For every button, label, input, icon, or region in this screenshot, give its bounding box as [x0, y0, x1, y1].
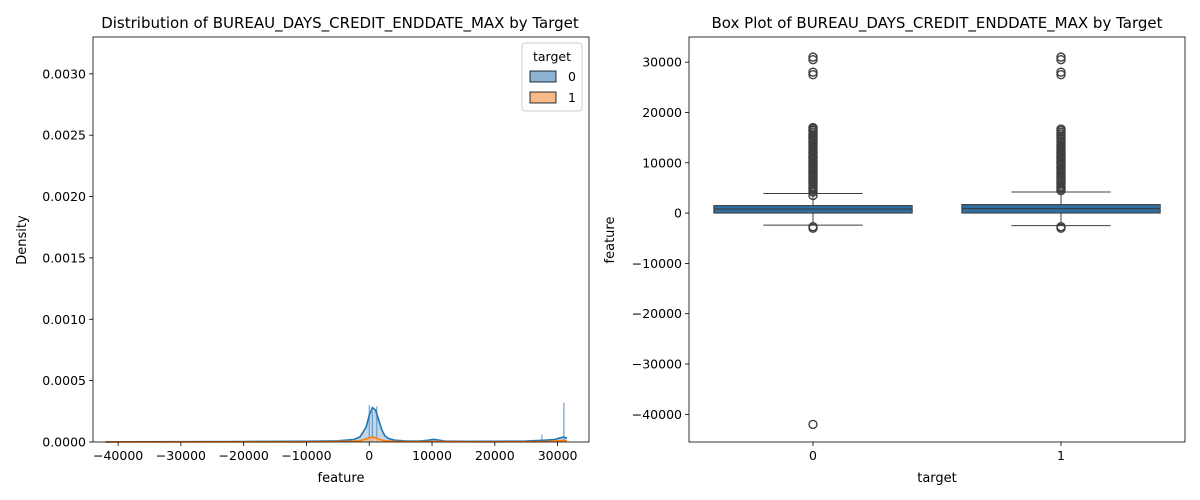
legend-label-1: 1 — [568, 90, 576, 105]
legend-swatch-0 — [529, 70, 557, 83]
density-fill-series-0 — [105, 407, 568, 442]
box-panel: Box Plot of BUREAU_DAYS_CREDIT_ENDDATE_M… — [603, 14, 1186, 486]
density-panel: Distribution of BUREAU_DAYS_CREDIT_ENDDA… — [15, 14, 590, 486]
y-tick-label: −40000 — [632, 407, 682, 422]
x-tick-label: −10000 — [281, 448, 331, 463]
outlier-point — [1056, 70, 1066, 80]
outlier-point — [1056, 67, 1066, 77]
outlier-point — [808, 419, 818, 430]
y-tick-label: 20000 — [642, 105, 682, 120]
legend-label-0: 0 — [568, 69, 576, 84]
x-tick-label: 1 — [1057, 448, 1065, 463]
outlier-point — [1056, 52, 1066, 62]
outlier-point — [808, 221, 818, 232]
legend-title: target — [533, 49, 571, 64]
y-tick-label: 0.0030 — [42, 66, 86, 81]
box-group-0 — [713, 52, 913, 430]
density-axes-frame — [92, 36, 590, 443]
y-tick-label: 0.0005 — [42, 373, 86, 388]
outlier-point — [808, 70, 818, 80]
outlier-point — [808, 123, 818, 134]
box-x-label: target — [917, 471, 957, 486]
x-tick-label: −40000 — [93, 448, 143, 463]
x-tick-label: 0 — [365, 448, 373, 463]
outlier-point — [808, 67, 818, 77]
x-tick-label: −20000 — [219, 448, 269, 463]
outlier-point — [1056, 54, 1066, 65]
y-tick-label: 0.0020 — [42, 189, 86, 204]
box-group-1 — [961, 52, 1161, 233]
legend-swatch-1 — [529, 91, 557, 104]
outlier-point — [808, 54, 818, 65]
x-tick-label: −30000 — [156, 448, 206, 463]
density-y-ticks: 0.0000 0.0005 0.0010 0.0015 0.0020 0.0025 0.00… — [42, 66, 93, 450]
y-tick-label: 0.0000 — [42, 435, 86, 450]
box-axes-frame — [688, 36, 1186, 443]
x-tick-label: 20000 — [475, 448, 515, 463]
outlier-point — [1056, 221, 1066, 232]
outliers — [808, 52, 818, 430]
outlier-point — [808, 52, 818, 62]
kde-line-series-0 — [105, 406, 568, 443]
outlier-point — [1056, 125, 1066, 136]
y-tick-label: 0.0025 — [42, 128, 86, 143]
y-tick-label: 0.0015 — [42, 250, 86, 265]
x-tick-label: 0 — [809, 448, 817, 463]
kde-line-series-1 — [105, 436, 568, 443]
y-tick-label: −30000 — [632, 357, 682, 372]
y-tick-label: 0 — [674, 206, 682, 221]
density-x-ticks: −40000 −30000 −20000 −10000 0 10000 20000 30000 — [93, 442, 578, 463]
density-plot-area — [105, 402, 568, 443]
box-y-ticks: −40000 −30000 −20000 −10000 0 10000 20000 30000 — [632, 55, 689, 422]
density-title: Distribution of BUREAU_DAYS_CREDIT_ENDDA… — [101, 14, 579, 33]
y-tick-label: −10000 — [632, 256, 682, 271]
x-tick-label: 30000 — [538, 448, 578, 463]
box-plot-area — [713, 52, 1161, 430]
y-tick-label: 10000 — [642, 155, 682, 170]
y-tick-label: 0.0010 — [42, 312, 86, 327]
box-y-label: feature — [603, 217, 618, 264]
y-tick-label: −20000 — [632, 306, 682, 321]
density-y-label: Density — [15, 215, 30, 265]
box-title: Box Plot of BUREAU_DAYS_CREDIT_ENDDATE_M… — [712, 14, 1163, 33]
density-legend: target 0 1 — [521, 42, 583, 112]
density-x-label: feature — [318, 471, 365, 486]
outliers — [1056, 52, 1066, 233]
x-tick-label: 10000 — [412, 448, 452, 463]
y-tick-label: 30000 — [642, 55, 682, 70]
